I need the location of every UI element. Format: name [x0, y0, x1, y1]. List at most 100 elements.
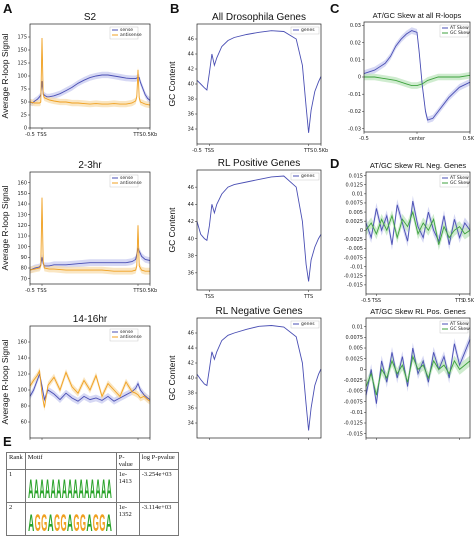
y-tick-label: 34	[188, 421, 194, 427]
x-tick-label: 0.5Kb	[463, 136, 474, 142]
motif-letter: G	[99, 510, 105, 534]
y-tick-label: 80	[21, 266, 27, 272]
y-tick-label: 46	[188, 185, 194, 191]
motif-letter: G	[41, 510, 47, 534]
y-tick-label: 110	[17, 234, 27, 240]
y-tick-label: 36	[188, 271, 194, 277]
chart-title: All Drosophila Genes	[212, 12, 306, 23]
y-tick-label: 0.0075	[346, 335, 364, 341]
y-tick-label: 42	[188, 361, 194, 367]
x-tick-label: 0.5Kb	[463, 298, 474, 304]
x-tick-label: TSS	[36, 132, 46, 138]
series-line-at-skew	[365, 201, 471, 245]
plot-frame	[196, 317, 322, 439]
header-pvalue: P-value	[115, 452, 140, 470]
chart-title: RL Negative Genes	[216, 306, 303, 317]
motif-letter: A	[45, 474, 50, 501]
y-tick-label: 0.015	[349, 173, 363, 179]
y-tick-label: 140	[17, 202, 27, 208]
motif-letter: A	[101, 474, 106, 501]
chart-title: AT/GC Skew RL Neg. Genes	[370, 161, 467, 170]
y-tick-label: 0.01	[352, 192, 363, 198]
y-tick-label: 0.005	[349, 346, 363, 352]
legend-label: genes	[301, 322, 315, 327]
x-tick-label: -0.5	[25, 132, 35, 138]
y-tick-label: 0.01	[350, 58, 361, 64]
confidence-band	[366, 195, 470, 251]
plot-frame	[29, 325, 151, 439]
y-tick-label: 46	[188, 331, 194, 337]
motif-letter: A	[78, 474, 83, 501]
motif-letter: G	[80, 510, 86, 534]
plot-frame	[196, 169, 322, 291]
legend-label: antisense	[120, 180, 142, 186]
motif-letter: G	[93, 510, 99, 534]
legend-label: sense	[120, 28, 133, 33]
legend-label: genes	[301, 28, 315, 33]
chart-title: S2	[84, 12, 97, 23]
x-tick-label: TTS	[132, 288, 142, 294]
motif-letter: A	[61, 474, 66, 501]
legend-label: GC Skew	[450, 30, 470, 36]
y-tick-label: 38	[188, 391, 194, 397]
y-tick-label: 40	[188, 82, 194, 88]
motif-letter: A	[84, 474, 89, 501]
y-tick-label: 70	[21, 276, 27, 282]
row-rank: 1	[6, 469, 26, 503]
x-tick-label: TSS	[204, 294, 214, 300]
x-tick-label: TSS	[36, 288, 46, 294]
motif-letter: G	[60, 510, 66, 534]
y-axis-label: GC Content	[167, 355, 177, 401]
x-tick-label: TSS	[204, 148, 214, 154]
motif-letter: A	[47, 510, 53, 534]
plot-frame	[365, 171, 471, 295]
legend-label: antisense	[120, 334, 142, 340]
y-tick-label: 0	[358, 75, 361, 81]
y-tick-label: 44	[188, 202, 194, 208]
panel-letter-c: C	[330, 1, 340, 16]
chart-title: RL Positive Genes	[218, 158, 300, 169]
legend-label: GC Skew	[450, 326, 470, 332]
series-line-genes	[196, 30, 322, 133]
y-tick-label: -0.0125	[344, 421, 363, 427]
row-pvalue: 1e-1413	[115, 469, 140, 503]
panel-letter-e: E	[3, 434, 12, 449]
row-log-pvalue: -3.254e+03	[138, 469, 179, 503]
y-tick-label: 44	[188, 52, 194, 58]
x-tick-label: TTS	[454, 298, 464, 304]
chart-b1: All Drosophila Genes GC Content 34 36 38 40 42…	[167, 12, 328, 154]
x-tick-label: 0.5Kb	[143, 132, 157, 138]
y-tick-label: 100	[17, 388, 27, 394]
series-line-genes	[196, 325, 322, 431]
y-tick-label: 38	[188, 253, 194, 259]
y-axis-label: GC Content	[167, 207, 177, 253]
legend-label: GC Skew	[450, 180, 470, 186]
y-tick-label: 130	[17, 212, 27, 218]
header-motif: Motif	[24, 452, 117, 470]
series-line-at-skew	[365, 339, 471, 404]
y-tick-label: 100	[17, 74, 27, 80]
y-tick-label: 36	[188, 406, 194, 412]
y-tick-label: 34	[188, 127, 194, 133]
y-axis-label: Average R-loop Signal	[0, 33, 10, 118]
y-tick-label: 0.03	[350, 23, 361, 29]
y-tick-label: 60	[21, 420, 27, 426]
y-tick-label: -0.01	[348, 92, 361, 98]
y-tick-label: -0.005	[347, 246, 363, 252]
header-log-pvalue: log P-pvalue	[138, 452, 179, 470]
legend-box	[290, 320, 320, 329]
y-tick-label: 40	[188, 236, 194, 242]
y-tick-label: 0	[360, 367, 363, 373]
motif-letter: A	[105, 510, 111, 534]
chart-d2: AT/GC Skew RL Pos. Genes -0.015 -0.0125 -0.…	[344, 307, 471, 440]
motif-table-header: Rank Motif P-value log P-pvalue	[6, 452, 179, 470]
y-tick-label: -0.005	[347, 389, 363, 395]
y-tick-label: 0.02	[350, 40, 361, 46]
row-rank: 2	[6, 502, 26, 536]
x-tick-label: -0.5	[359, 136, 369, 142]
y-tick-label: 25	[21, 113, 27, 119]
y-tick-label: -0.0125	[344, 273, 363, 279]
y-tick-label: 150	[17, 191, 27, 197]
